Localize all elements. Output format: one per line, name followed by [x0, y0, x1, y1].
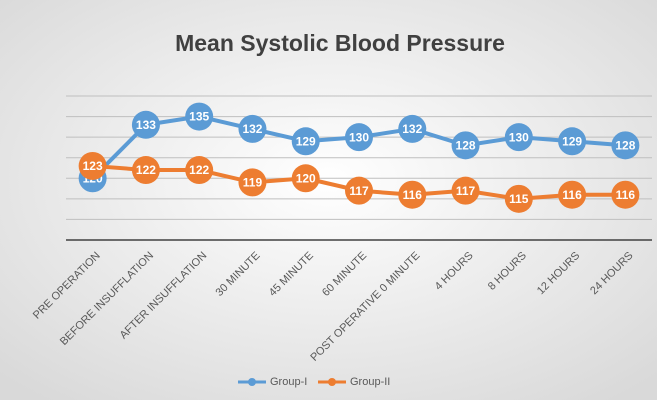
- legend-label: Group-I: [270, 376, 307, 388]
- data-point: [504, 123, 533, 152]
- data-label: 130: [509, 130, 529, 144]
- data-point: [451, 131, 480, 160]
- data-point: [611, 180, 640, 209]
- data-point: [345, 123, 373, 152]
- data-point: [238, 114, 267, 143]
- data-point: [345, 176, 373, 205]
- legend-marker: [248, 378, 256, 386]
- data-point: [131, 110, 160, 139]
- data-label: 119: [243, 176, 263, 190]
- data-label: 132: [402, 122, 422, 136]
- data-point: [185, 102, 214, 131]
- data-point: [398, 114, 427, 143]
- data-label: 115: [509, 192, 529, 206]
- data-point: [398, 180, 427, 209]
- chart-title: Mean Systolic Blood Pressure: [175, 30, 505, 56]
- data-point: [131, 156, 160, 185]
- data-label: 135: [189, 110, 209, 124]
- data-point: [238, 168, 267, 197]
- data-point: [185, 156, 214, 185]
- data-label: 123: [83, 159, 103, 173]
- data-point: [291, 127, 320, 156]
- data-label: 117: [349, 184, 369, 198]
- legend-marker: [328, 378, 336, 386]
- data-label: 122: [189, 163, 209, 177]
- data-label: 132: [242, 122, 262, 136]
- data-label: 129: [562, 134, 582, 148]
- data-point: [558, 127, 587, 156]
- data-label: 128: [456, 139, 476, 153]
- data-label: 122: [136, 163, 156, 177]
- data-point: [451, 176, 480, 205]
- data-label: 116: [403, 188, 423, 202]
- legend-label: Group-II: [350, 376, 390, 388]
- data-point: [504, 184, 533, 213]
- data-label: 116: [562, 188, 582, 202]
- data-label: 117: [456, 184, 476, 198]
- data-point: [558, 180, 587, 209]
- data-label: 116: [616, 188, 636, 202]
- data-label: 133: [136, 118, 156, 132]
- data-label: 130: [349, 130, 369, 144]
- data-point: [78, 151, 107, 180]
- data-label: 129: [296, 134, 316, 148]
- data-label: 128: [615, 139, 635, 153]
- data-point: [611, 131, 640, 160]
- data-point: [291, 164, 320, 193]
- data-label: 120: [296, 171, 316, 185]
